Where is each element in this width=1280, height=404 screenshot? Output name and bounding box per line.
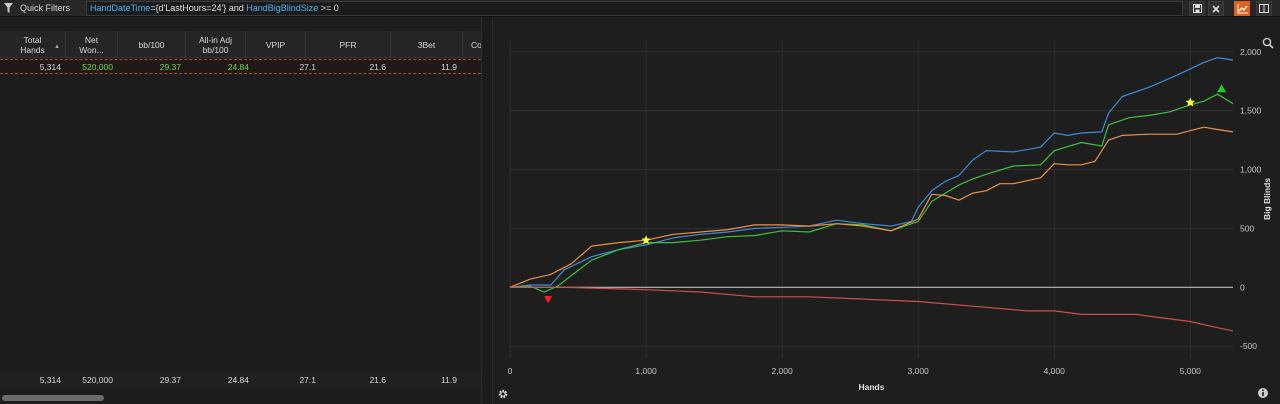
- save-icon: [1192, 4, 1202, 13]
- graph-pane: 0 1,000 2,000 3,000 4,000 5,000 2,000 1,500 1,00…: [493, 17, 1280, 404]
- y-tick-label: 500: [1240, 223, 1254, 233]
- column-header-allin-adj-bb100[interactable]: All-in Adj bb/100: [186, 31, 246, 58]
- x-tick-label: 0: [508, 366, 513, 376]
- sort-asc-icon: ▲: [54, 44, 60, 50]
- chart-view-button[interactable]: [1234, 1, 1250, 16]
- x-tick-label: 3,000: [908, 366, 930, 376]
- filter-query-part: HandDateTime: [90, 3, 151, 13]
- cell-bb100: 29.37: [159, 62, 181, 72]
- max-marker: [1217, 84, 1227, 93]
- x-axis-title: Hands: [859, 382, 885, 392]
- y-tick-label: 1,500: [1240, 106, 1262, 116]
- series-line-blue: [509, 57, 1234, 288]
- summary-3bet: 11.9: [441, 375, 457, 385]
- column-header-vpip[interactable]: VPIP: [246, 31, 306, 58]
- filter-query-input[interactable]: HandDateTime={d'LastHours=24'} and HandB…: [86, 1, 1183, 16]
- cell-3bet: 11.9: [441, 62, 457, 72]
- column-header-bb100[interactable]: bb/100: [118, 31, 186, 58]
- cell-allin-adj-bb100: 24.84: [227, 62, 249, 72]
- summary-vpip: 27.1: [299, 375, 316, 385]
- winnings-chart: 0 1,000 2,000 3,000 4,000 5,000 2,000 1,500 1,00…: [508, 40, 1272, 392]
- y-tick-label: 2,000: [1240, 47, 1262, 57]
- series-line-green: [509, 93, 1234, 293]
- chart-line-icon: [1237, 3, 1248, 13]
- split-panel-icon: [1259, 4, 1269, 13]
- y-tick-label: 0: [1240, 282, 1245, 292]
- cell-total-hands: 5,314: [39, 62, 61, 72]
- star-marker: [1185, 97, 1195, 107]
- scrollbar-thumb[interactable]: [2, 395, 104, 401]
- cell-net-won: 520,000: [82, 62, 113, 72]
- table-row[interactable]: 5,314 520,000 29.37 24.84 27.1 21.6 11.9: [0, 59, 481, 74]
- filter-query-part: HandBigBlindSize: [246, 3, 319, 13]
- table-header: Total Hands ▲ Net Won... bb/100 All-in A…: [0, 31, 482, 58]
- zoom-icon[interactable]: [1262, 37, 1274, 49]
- pane-splitter[interactable]: [481, 17, 493, 404]
- summary-allin-adj-bb100: 24.84: [227, 375, 249, 385]
- clear-filter-button[interactable]: [1208, 1, 1224, 16]
- save-filter-button[interactable]: [1189, 1, 1205, 16]
- summary-bb100: 29.37: [159, 375, 181, 385]
- summary-row: 5,314 520,000 29.37 24.84 27.1 21.6 11.9: [0, 373, 481, 388]
- split-view-button[interactable]: [1256, 1, 1272, 16]
- x-tick-label: 1,000: [635, 366, 657, 376]
- column-header-3bet[interactable]: 3Bet: [391, 31, 463, 58]
- x-tick-label: 2,000: [771, 366, 793, 376]
- summary-net-won: 520,000: [82, 375, 113, 385]
- info-icon[interactable]: [1257, 387, 1269, 399]
- y-tick-label: 1,000: [1240, 165, 1262, 175]
- star-marker: [641, 235, 651, 245]
- cell-vpip: 27.1: [299, 62, 316, 72]
- series-line-red: [510, 286, 1234, 332]
- min-marker: [544, 296, 553, 304]
- x-tick-label: 5,000: [1180, 366, 1202, 376]
- quick-filters-label: Quick Filters: [20, 3, 71, 13]
- column-header-co[interactable]: Co: [471, 39, 482, 50]
- x-tick-label: 4,000: [1044, 366, 1066, 376]
- series-line-orange: [509, 126, 1234, 288]
- column-header-net-won[interactable]: Net Won...: [66, 31, 118, 58]
- summary-pfr: 21.6: [369, 375, 386, 385]
- y-tick-label: -500: [1240, 341, 1257, 351]
- quick-filters-bar: Quick Filters HandDateTime={d'LastHours=…: [0, 0, 1280, 17]
- filter-icon[interactable]: [4, 3, 13, 13]
- close-icon: [1212, 4, 1220, 13]
- filter-query-part: ={d'LastHours=24'} and: [150, 3, 247, 13]
- column-header-pfr[interactable]: PFR: [306, 31, 391, 58]
- cell-pfr: 21.6: [369, 62, 386, 72]
- horizontal-scrollbar[interactable]: [0, 393, 481, 404]
- column-header-total-hands[interactable]: Total Hands ▲: [0, 31, 66, 58]
- settings-gear-icon[interactable]: [497, 388, 509, 400]
- stats-table: Total Hands ▲ Net Won... bb/100 All-in A…: [0, 31, 482, 404]
- y-axis-title: Big Blinds: [1262, 178, 1272, 220]
- filter-query-part: >= 0: [318, 3, 339, 13]
- summary-total-hands: 5,314: [39, 375, 61, 385]
